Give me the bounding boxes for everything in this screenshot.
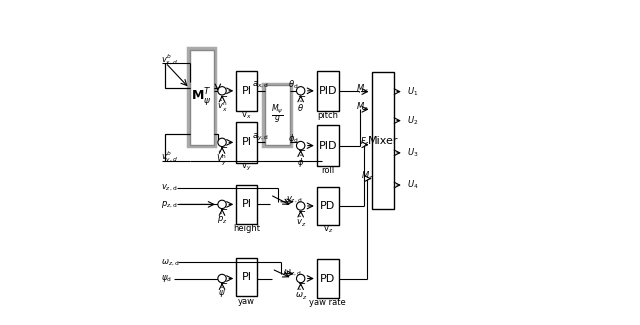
Text: $\omega_{z,\mathrm{d}}$: $\omega_{z,\mathrm{d}}$ [161,257,179,267]
Text: v$_z$: v$_z$ [323,225,333,235]
Text: $U_1$: $U_1$ [407,85,419,98]
Text: $U_3$: $U_3$ [407,147,419,159]
Text: −: − [298,207,307,217]
Text: $\hat{\omega}_z$: $\hat{\omega}_z$ [294,288,307,302]
Text: PD: PD [320,201,335,211]
Text: $\hat{p}_z$: $\hat{p}_z$ [217,212,227,226]
Circle shape [218,200,226,209]
Text: $\mathbf{M}_{\psi}^{T}$: $\mathbf{M}_{\psi}^{T}$ [191,86,212,108]
FancyBboxPatch shape [317,187,339,225]
Circle shape [296,274,305,283]
Text: $M_z$: $M_z$ [360,169,373,182]
Text: −: − [220,279,228,289]
Text: pitch: pitch [317,111,338,120]
Text: PID: PID [319,86,337,96]
FancyBboxPatch shape [236,71,257,111]
Text: $\theta_\mathrm{d}$: $\theta_\mathrm{d}$ [289,79,299,91]
Text: $p_{z,\mathrm{d}}$: $p_{z,\mathrm{d}}$ [161,199,177,210]
Circle shape [296,141,305,150]
Text: PI: PI [242,86,252,96]
Text: $\hat{V}_y^\mathrm{n}$: $\hat{V}_y^\mathrm{n}$ [216,150,228,167]
Text: $\phi_\mathrm{d}$: $\phi_\mathrm{d}$ [288,132,299,145]
Text: PI: PI [242,137,252,147]
Text: $\psi_\mathrm{d}$: $\psi_\mathrm{d}$ [161,273,172,284]
Text: $v_{z,\mathrm{d}}$: $v_{z,\mathrm{d}}$ [161,183,177,193]
Text: −: − [298,92,307,102]
Text: $a_{x,\mathrm{d}}$: $a_{x,\mathrm{d}}$ [252,80,269,90]
Text: v$_y$: v$_y$ [241,162,252,173]
FancyBboxPatch shape [236,257,257,296]
Text: −: − [298,146,307,156]
Text: $v_{y,d}^{b}$: $v_{y,d}^{b}$ [161,150,178,165]
Text: $v_{z,\mathrm{d}}$: $v_{z,\mathrm{d}}$ [286,194,302,205]
Circle shape [218,138,226,147]
FancyBboxPatch shape [372,72,394,209]
Circle shape [218,274,226,283]
Text: $F_z$: $F_z$ [360,135,370,148]
Text: roll: roll [321,166,334,175]
Text: −: − [298,279,307,289]
Text: $U_4$: $U_4$ [407,179,419,191]
Text: yaw: yaw [238,296,255,306]
Text: height: height [233,224,260,233]
Text: $U_2$: $U_2$ [407,114,419,127]
Text: $\omega_{z,\mathrm{d}}$: $\omega_{z,\mathrm{d}}$ [284,267,302,278]
FancyBboxPatch shape [263,84,291,146]
Text: v$_x$: v$_x$ [241,111,252,121]
FancyBboxPatch shape [317,71,339,111]
Text: $\hat{\phi}$: $\hat{\phi}$ [297,153,304,170]
Text: yaw rate: yaw rate [309,298,346,307]
Text: Mixer: Mixer [367,136,398,146]
Text: $v_{x,d}^{b}$: $v_{x,d}^{b}$ [161,52,178,67]
Text: $a_{y,\mathrm{d}}$: $a_{y,\mathrm{d}}$ [252,132,269,143]
FancyBboxPatch shape [188,48,215,146]
FancyBboxPatch shape [236,185,257,224]
FancyBboxPatch shape [317,125,339,166]
FancyBboxPatch shape [264,85,290,145]
Text: $M_y$: $M_y$ [355,83,368,96]
Text: $M_x$: $M_x$ [356,100,369,113]
Text: $\hat{\psi}$: $\hat{\psi}$ [218,286,226,300]
Text: $\hat{v}_z$: $\hat{v}_z$ [296,215,306,229]
FancyBboxPatch shape [189,50,214,145]
FancyBboxPatch shape [236,122,257,162]
FancyBboxPatch shape [317,259,339,298]
Text: −: − [220,143,228,153]
Text: $\frac{M_{\psi}}{g}$: $\frac{M_{\psi}}{g}$ [271,102,284,127]
Circle shape [296,87,305,95]
Text: PD: PD [320,274,335,283]
Text: −: − [220,205,228,215]
Text: $\hat{\theta}$: $\hat{\theta}$ [297,100,304,114]
Text: $\hat{v}_x^\mathrm{n}$: $\hat{v}_x^\mathrm{n}$ [217,99,227,114]
Text: PI: PI [242,272,252,282]
Text: −: − [220,92,228,102]
Circle shape [218,87,226,95]
Text: PI: PI [242,200,252,209]
Circle shape [296,202,305,210]
Text: PID: PID [319,141,337,150]
